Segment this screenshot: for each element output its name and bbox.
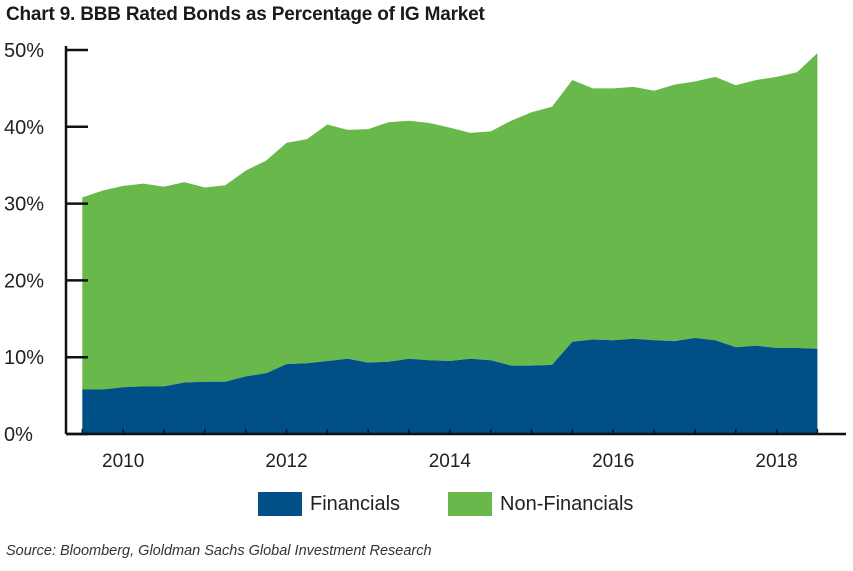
x-tick-label: 2014: [429, 451, 472, 472]
y-tick-label: 0%: [4, 424, 33, 446]
legend-label-non-financials: Non-Financials: [500, 492, 634, 515]
legend-swatch-financials: [258, 492, 302, 516]
y-tick-label: 20%: [4, 270, 44, 292]
x-tick-label: 2012: [265, 451, 307, 472]
y-tick-label: 40%: [4, 117, 44, 139]
area-non-financials: [82, 53, 818, 390]
chart-title: Chart 9. BBB Rated Bonds as Percentage o…: [6, 4, 485, 25]
y-tick-label: 50%: [4, 40, 44, 62]
legend-item-financials: Financials: [258, 492, 400, 516]
area-financials: [82, 338, 818, 434]
axes-layer: 0% 10% 20% 30% 40% 50% 2010 2012 2014 2016 2018: [4, 40, 846, 472]
legend: Financials Non-Financials: [258, 492, 681, 516]
legend-item-non-financials: Non-Financials: [448, 492, 633, 516]
y-tick-label: 30%: [4, 194, 44, 216]
source-note: Source: Bloomberg, Gloldman Sachs Global…: [6, 543, 432, 559]
x-tick-label: 2010: [102, 451, 144, 472]
y-tick-label: 10%: [4, 347, 44, 369]
legend-label-financials: Financials: [310, 492, 401, 515]
x-tick-label: 2016: [592, 451, 634, 472]
legend-swatch-non-financials: [448, 492, 493, 516]
area-layer: [82, 53, 818, 434]
x-tick-label: 2018: [755, 451, 797, 472]
